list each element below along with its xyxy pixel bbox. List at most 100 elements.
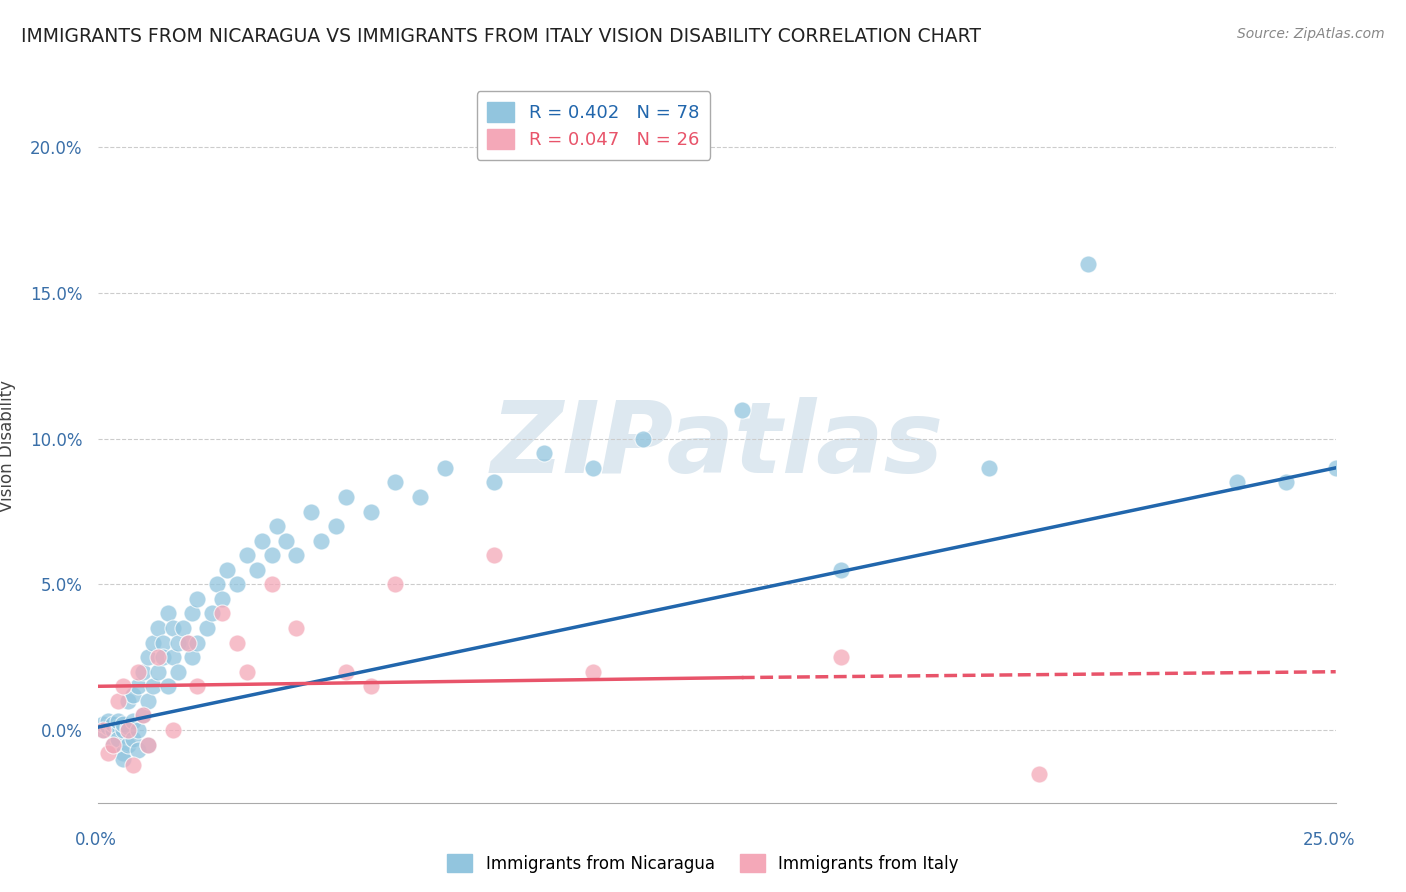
- Point: [181, 607, 204, 621]
- Point: [830, 563, 852, 577]
- Point: [162, 650, 184, 665]
- Point: [250, 533, 273, 548]
- Point: [127, 665, 149, 679]
- Point: [117, 720, 139, 734]
- Point: [276, 533, 298, 548]
- Point: [266, 519, 288, 533]
- Point: [217, 563, 239, 577]
- Point: [172, 621, 194, 635]
- Point: [112, 717, 135, 731]
- Point: [107, 714, 129, 729]
- Point: [176, 635, 198, 649]
- Point: [211, 591, 233, 606]
- Point: [533, 446, 555, 460]
- Point: [103, 738, 125, 752]
- Point: [93, 723, 115, 737]
- Point: [122, 688, 145, 702]
- Point: [731, 402, 754, 417]
- Point: [132, 708, 155, 723]
- Text: 25.0%: 25.0%: [1302, 831, 1355, 849]
- Point: [335, 665, 357, 679]
- Point: [335, 490, 357, 504]
- Point: [260, 548, 283, 562]
- Point: [117, 694, 139, 708]
- Point: [112, 723, 135, 737]
- Point: [186, 679, 208, 693]
- Point: [260, 577, 283, 591]
- Point: [1077, 257, 1099, 271]
- Point: [285, 548, 308, 562]
- Text: 0.0%: 0.0%: [75, 831, 117, 849]
- Point: [122, 714, 145, 729]
- Point: [146, 621, 169, 635]
- Text: ZIPatlas: ZIPatlas: [491, 398, 943, 494]
- Point: [830, 650, 852, 665]
- Point: [186, 591, 208, 606]
- Point: [146, 650, 169, 665]
- Point: [484, 475, 506, 490]
- Point: [360, 679, 382, 693]
- Point: [97, 714, 120, 729]
- Point: [97, 746, 120, 760]
- Point: [166, 635, 188, 649]
- Point: [211, 607, 233, 621]
- Point: [236, 665, 259, 679]
- Point: [142, 635, 165, 649]
- Point: [136, 650, 159, 665]
- Point: [1275, 475, 1298, 490]
- Point: [285, 621, 308, 635]
- Point: [112, 752, 135, 766]
- Point: [205, 577, 228, 591]
- Point: [384, 475, 406, 490]
- Point: [582, 460, 605, 475]
- Point: [309, 533, 332, 548]
- Text: Source: ZipAtlas.com: Source: ZipAtlas.com: [1237, 27, 1385, 41]
- Point: [360, 504, 382, 518]
- Point: [152, 635, 174, 649]
- Point: [142, 679, 165, 693]
- Point: [136, 738, 159, 752]
- Point: [112, 679, 135, 693]
- Point: [195, 621, 218, 635]
- Point: [103, 723, 125, 737]
- Point: [107, 731, 129, 746]
- Point: [181, 650, 204, 665]
- Point: [484, 548, 506, 562]
- Point: [107, 694, 129, 708]
- Point: [156, 607, 179, 621]
- Point: [97, 720, 120, 734]
- Point: [112, 746, 135, 760]
- Point: [299, 504, 322, 518]
- Point: [1324, 460, 1347, 475]
- Point: [93, 717, 115, 731]
- Point: [107, 720, 129, 734]
- Point: [117, 723, 139, 737]
- Point: [582, 665, 605, 679]
- Y-axis label: Vision Disability: Vision Disability: [0, 380, 15, 512]
- Point: [1226, 475, 1249, 490]
- Legend: Immigrants from Nicaragua, Immigrants from Italy: Immigrants from Nicaragua, Immigrants fr…: [440, 847, 966, 880]
- Point: [93, 723, 115, 737]
- Point: [162, 621, 184, 635]
- Point: [127, 723, 149, 737]
- Point: [226, 577, 249, 591]
- Point: [384, 577, 406, 591]
- Point: [136, 738, 159, 752]
- Point: [236, 548, 259, 562]
- Point: [127, 679, 149, 693]
- Point: [136, 694, 159, 708]
- Point: [226, 635, 249, 649]
- Point: [132, 665, 155, 679]
- Point: [122, 758, 145, 772]
- Point: [325, 519, 347, 533]
- Legend: R = 0.402   N = 78, R = 0.047   N = 26: R = 0.402 N = 78, R = 0.047 N = 26: [477, 91, 710, 160]
- Point: [103, 738, 125, 752]
- Point: [132, 708, 155, 723]
- Point: [127, 743, 149, 757]
- Point: [146, 665, 169, 679]
- Point: [201, 607, 224, 621]
- Point: [409, 490, 432, 504]
- Point: [162, 723, 184, 737]
- Point: [122, 731, 145, 746]
- Point: [631, 432, 654, 446]
